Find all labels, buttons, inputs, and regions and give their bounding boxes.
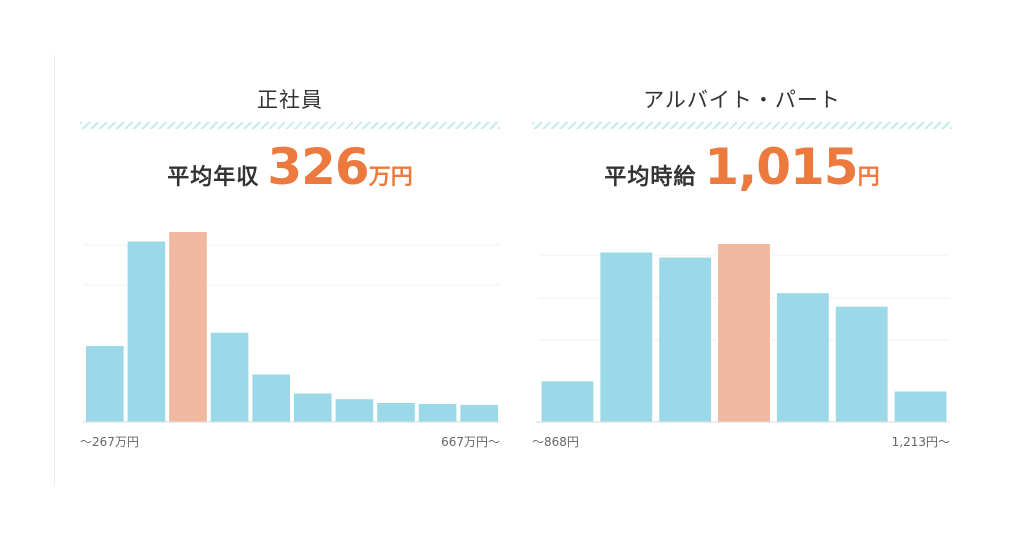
average-headline: 平均時給 1,015円 <box>532 138 952 198</box>
bar <box>776 293 829 422</box>
bar <box>541 381 594 422</box>
x-tick-label-end: 667万円～ <box>441 435 500 449</box>
histogram-parttime: ～868円 1,213円～ <box>532 244 950 449</box>
bar <box>127 241 166 422</box>
panel-parttime: アルバイト・パート 平均時給 1,015円 ～868円 1,213円～ <box>532 80 952 449</box>
bar <box>377 403 415 422</box>
wavy-divider <box>80 122 500 129</box>
average-unit: 円 <box>857 165 880 190</box>
x-tick-label-start: ～868円 <box>532 435 579 449</box>
bar <box>86 346 124 422</box>
average-unit: 万円 <box>368 165 413 190</box>
bar <box>659 257 712 422</box>
bar <box>418 403 457 422</box>
x-tick-label-end: 1,213円～ <box>892 435 950 449</box>
bar <box>335 399 374 422</box>
x-tick-label-start: ～267万円 <box>80 435 139 449</box>
bar-highlight <box>169 232 207 422</box>
wavy-divider <box>532 122 952 129</box>
panel-title: 正社員 <box>257 88 323 112</box>
average-value: 326 <box>267 138 369 196</box>
average-label: 平均年収 <box>167 165 260 190</box>
panel-title: アルバイト・パート <box>643 88 841 112</box>
average-label: 平均時給 <box>604 165 697 190</box>
left-divider <box>54 55 55 485</box>
bar <box>600 252 653 422</box>
panel-fulltime: 正社員 平均年収 326万円 ～267万円 667万円～ <box>80 80 500 449</box>
bar <box>210 332 249 422</box>
average-headline: 平均年収 326万円 <box>80 138 500 198</box>
average-value: 1,015 <box>704 138 858 196</box>
bar <box>252 374 290 422</box>
bar <box>894 391 947 422</box>
bar <box>294 393 332 422</box>
histogram-fulltime: ～267万円 667万円～ <box>80 232 500 449</box>
bar <box>835 306 888 422</box>
bar <box>460 404 498 422</box>
bar-highlight <box>718 244 770 422</box>
